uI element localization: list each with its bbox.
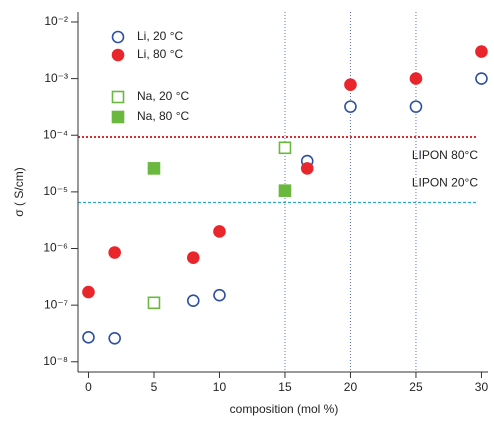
x-axis-label: composition (mol %) — [230, 402, 339, 416]
point — [108, 331, 121, 345]
point — [475, 45, 488, 58]
point — [186, 294, 200, 307]
legend-marker — [111, 110, 125, 124]
point — [278, 141, 292, 155]
point — [82, 331, 95, 344]
point — [475, 72, 488, 85]
y-tick-label: 10⁻³ — [44, 71, 68, 85]
legend-label: Na, 80 °C — [137, 109, 189, 123]
x-tick-label: 20 — [344, 380, 358, 394]
y-tick-label: 10⁻² — [44, 14, 68, 28]
legend-label: Na, 20 °C — [137, 89, 189, 103]
point — [147, 296, 161, 310]
y-tick-label: 10⁻⁵ — [43, 184, 68, 198]
x-tick-label: 25 — [409, 380, 423, 394]
point — [278, 184, 292, 197]
point — [82, 285, 95, 299]
x-tick-label: 5 — [151, 380, 158, 394]
point — [213, 225, 226, 238]
y-tick-label: 10⁻⁴ — [43, 127, 68, 141]
y-tick-label: 10⁻⁷ — [44, 297, 68, 311]
point — [409, 72, 423, 85]
point — [108, 246, 121, 259]
point — [147, 162, 161, 175]
reference-label: LIPON 80°C — [412, 148, 478, 162]
legend-marker — [111, 30, 125, 44]
legend-marker — [111, 90, 125, 104]
point — [344, 78, 357, 92]
point — [300, 162, 314, 175]
legend-label: Li, 20 °C — [137, 29, 183, 43]
point — [213, 288, 226, 302]
point — [186, 251, 200, 264]
point — [344, 100, 357, 113]
point — [409, 100, 423, 113]
x-tick-label: 10 — [213, 380, 227, 394]
y-tick-label: 10⁻⁸ — [43, 354, 68, 368]
x-tick-label: 30 — [475, 380, 489, 394]
x-tick-label: 0 — [85, 380, 92, 394]
y-axis-label: σ ( S/cm) — [12, 167, 26, 216]
x-tick-label: 15 — [278, 380, 292, 394]
legend-label: Li, 80 °C — [137, 47, 183, 61]
y-tick-label: 10⁻⁶ — [43, 241, 68, 255]
reference-label: LIPON 20°C — [412, 176, 478, 190]
legend-marker — [111, 48, 125, 62]
